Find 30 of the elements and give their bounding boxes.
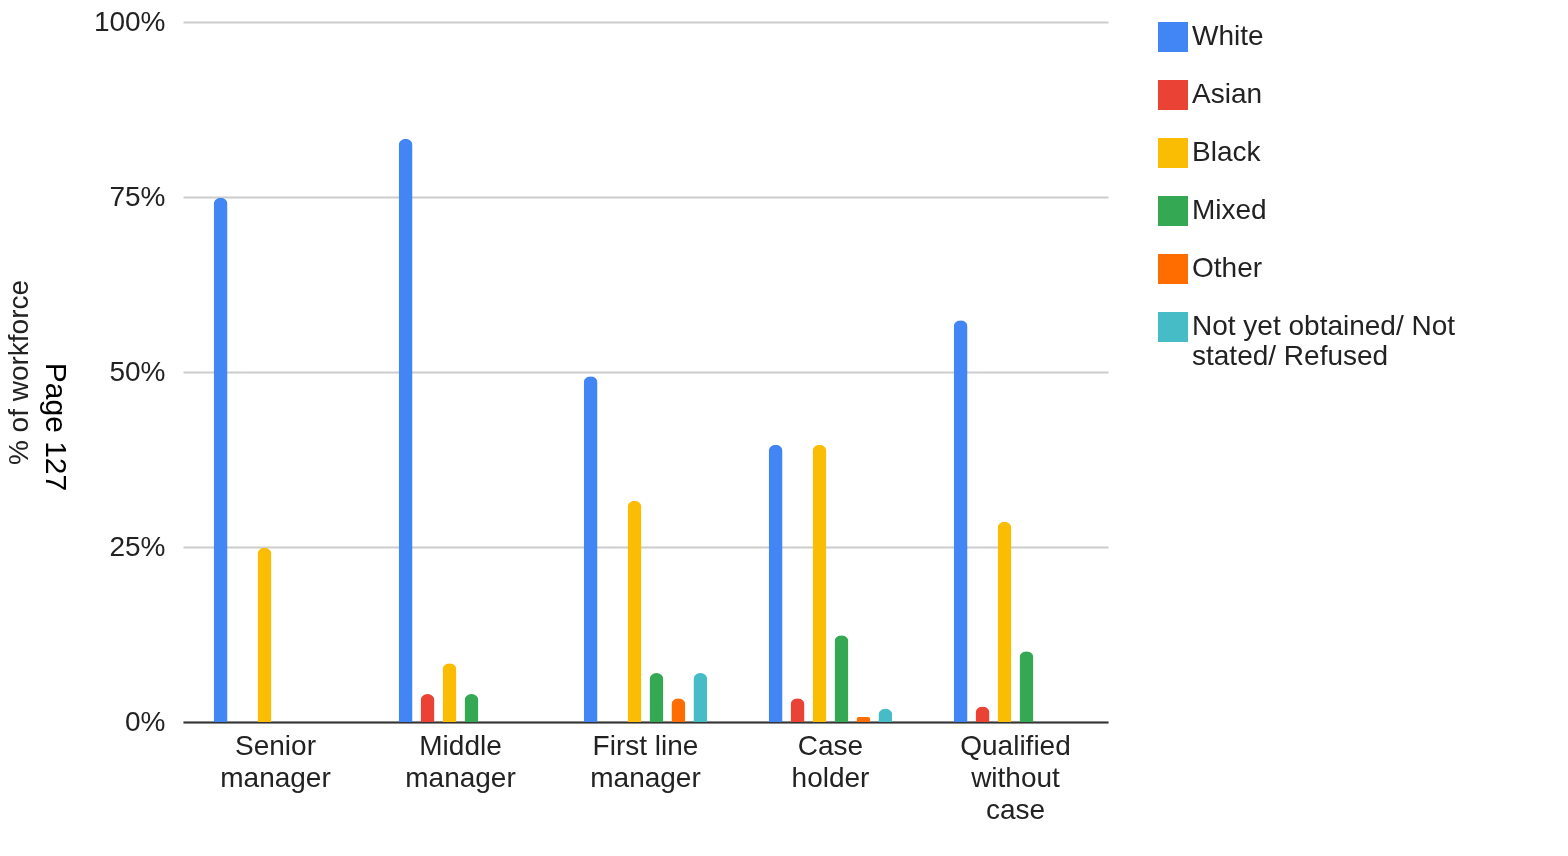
bar (627, 500, 642, 722)
legend-label: Not yet obtained/ Not stated/ Refused (1192, 310, 1456, 371)
legend-label: Asian (1192, 78, 1263, 109)
bar (257, 547, 272, 722)
y-tick-label: 50% (109, 355, 166, 387)
bar (1019, 651, 1034, 722)
bar (398, 138, 413, 722)
legend-label: Other (1192, 252, 1263, 283)
text: Page 127 (40, 362, 73, 492)
bar (834, 635, 849, 722)
x-tick-label: Middle manager (405, 729, 516, 793)
y-tick-label: 25% (109, 530, 166, 562)
bar (583, 376, 598, 722)
y-tick-label: 100% (93, 5, 166, 37)
x-tick-label: First line manager (590, 729, 701, 793)
bar (213, 197, 228, 722)
y-tick-label: 0% (125, 705, 166, 737)
x-tick-label: Senior manager (220, 729, 331, 793)
y-tick-label: 75% (109, 180, 166, 212)
bar (442, 663, 457, 722)
bar (997, 521, 1012, 722)
legend-label: White (1192, 20, 1264, 51)
y-axis-title: % of workforce (2, 279, 34, 466)
legend-label: Mixed (1192, 194, 1267, 225)
legend-label: Black (1192, 136, 1262, 167)
bar (953, 320, 968, 722)
x-tick-label: Case holder (791, 729, 870, 793)
x-tick-label: Qualified without case (960, 729, 1071, 825)
bar (812, 444, 827, 722)
bar (768, 444, 783, 722)
